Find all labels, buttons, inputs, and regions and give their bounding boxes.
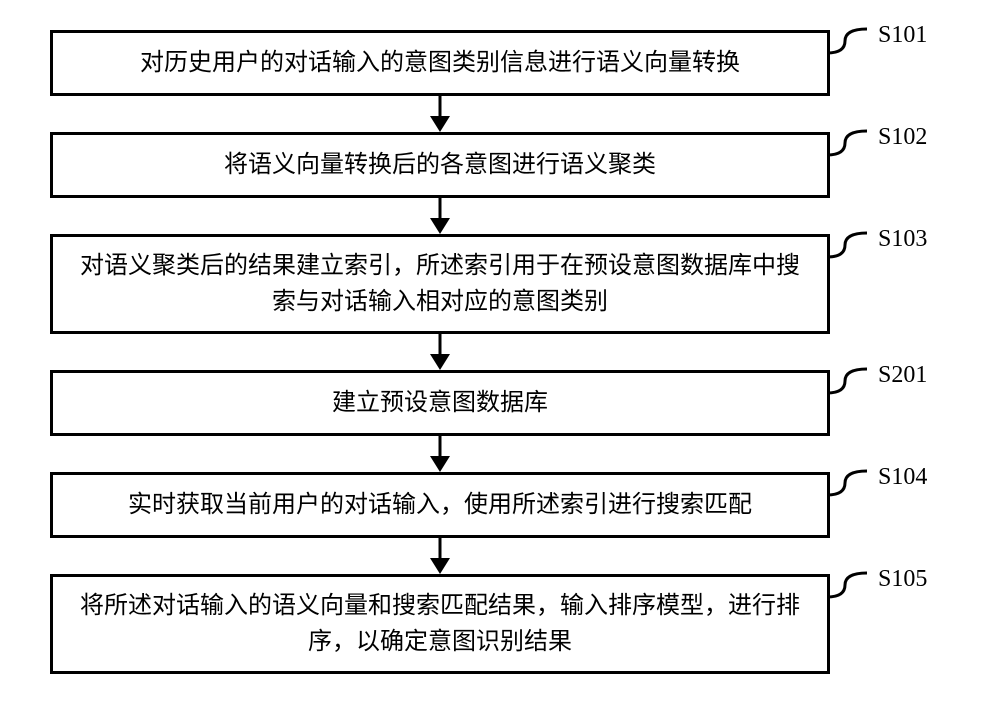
flowchart-arrow (50, 334, 830, 370)
flowchart-arrow (50, 538, 830, 574)
step-text: 对历史用户的对话输入的意图类别信息进行语义向量转换 (140, 45, 740, 81)
flowchart-container: 对历史用户的对话输入的意图类别信息进行语义向量转换 S101 将语义向量转换后的… (50, 30, 930, 674)
flowchart-step-box: 对语义聚类后的结果建立索引，所述索引用于在预设意图数据库中搜索与对话输入相对应的… (50, 234, 830, 334)
curly-connector (827, 365, 867, 397)
step-text: 对语义聚类后的结果建立索引，所述索引用于在预设意图数据库中搜索与对话输入相对应的… (73, 248, 807, 320)
curly-connector (827, 127, 867, 159)
step-text: 实时获取当前用户的对话输入，使用所述索引进行搜索匹配 (128, 487, 752, 523)
step-label: S101 (878, 22, 927, 49)
step-label: S102 (878, 124, 927, 151)
flowchart-step-box: 实时获取当前用户的对话输入，使用所述索引进行搜索匹配 (50, 472, 830, 538)
curly-connector (827, 467, 867, 499)
flowchart-step-box: 将语义向量转换后的各意图进行语义聚类 (50, 132, 830, 198)
curly-connector (827, 25, 867, 57)
step-label: S104 (878, 464, 927, 491)
flowchart-step-box: 对历史用户的对话输入的意图类别信息进行语义向量转换 (50, 30, 830, 96)
flowchart-arrow (50, 96, 830, 132)
step-text: 将所述对话输入的语义向量和搜索匹配结果，输入排序模型，进行排序，以确定意图识别结… (73, 588, 807, 660)
flowchart-arrow (50, 198, 830, 234)
step-text: 建立预设意图数据库 (332, 385, 548, 421)
step-text: 将语义向量转换后的各意图进行语义聚类 (224, 147, 656, 183)
flowchart-step-box: 建立预设意图数据库 (50, 370, 830, 436)
curly-connector (827, 229, 867, 261)
flowchart-arrow (50, 436, 830, 472)
step-label: S201 (878, 362, 927, 389)
step-label: S105 (878, 566, 927, 593)
flowchart-step-box: 将所述对话输入的语义向量和搜索匹配结果，输入排序模型，进行排序，以确定意图识别结… (50, 574, 830, 674)
curly-connector (827, 569, 867, 601)
step-label: S103 (878, 226, 927, 253)
